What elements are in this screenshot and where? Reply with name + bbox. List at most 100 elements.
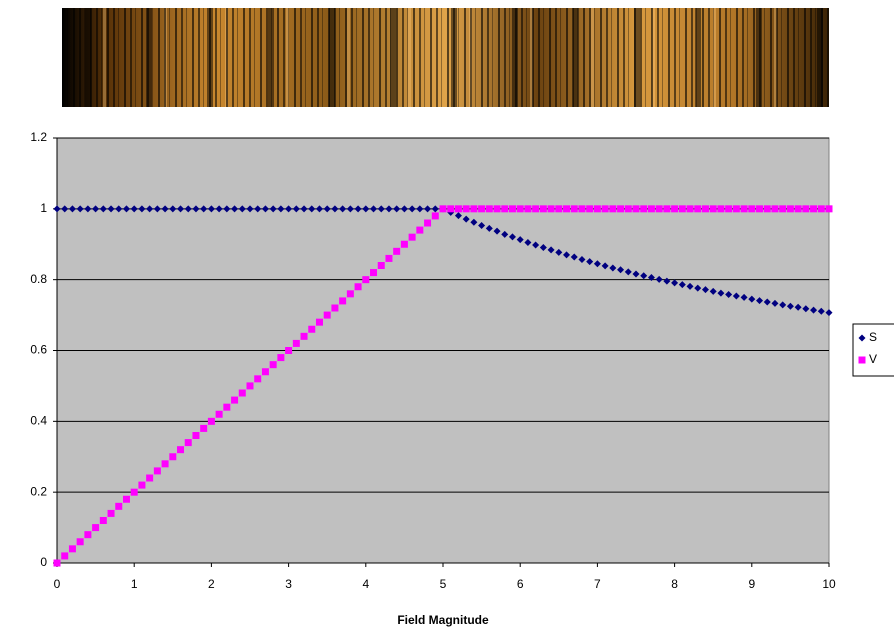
- point: [655, 275, 663, 283]
- y-tick-label: 0.4: [30, 414, 47, 428]
- point: [825, 205, 833, 213]
- point: [632, 205, 640, 213]
- point: [308, 205, 316, 213]
- point: [748, 205, 756, 213]
- y-tick-label: 0.8: [30, 272, 47, 286]
- point: [454, 205, 462, 213]
- point: [470, 205, 478, 213]
- point: [346, 205, 354, 213]
- point: [709, 287, 717, 295]
- y-tick-label: 1: [40, 201, 47, 215]
- point: [377, 262, 385, 269]
- point: [362, 205, 370, 213]
- point: [493, 205, 501, 213]
- point: [76, 205, 84, 213]
- point: [231, 396, 239, 404]
- point: [779, 301, 787, 309]
- point: [169, 453, 177, 461]
- point: [161, 460, 169, 468]
- point: [115, 502, 123, 510]
- point: [362, 276, 370, 284]
- point: [323, 205, 331, 213]
- point: [200, 424, 208, 432]
- point: [462, 205, 470, 213]
- point: [285, 347, 293, 354]
- point: [617, 266, 625, 274]
- point: [277, 205, 285, 213]
- point: [393, 205, 401, 213]
- point: [563, 251, 571, 259]
- point: [671, 279, 679, 287]
- point: [192, 432, 200, 439]
- point: [246, 382, 254, 390]
- point: [516, 236, 524, 244]
- point: [609, 205, 617, 213]
- point: [393, 247, 401, 255]
- point: [315, 318, 323, 326]
- point: [400, 205, 408, 213]
- point: [400, 240, 408, 248]
- point: [640, 205, 648, 213]
- point: [617, 205, 625, 213]
- x-tick-label: 3: [285, 577, 292, 591]
- point: [810, 306, 818, 314]
- point: [756, 297, 764, 305]
- point: [663, 277, 671, 285]
- point: [385, 205, 393, 213]
- point: [725, 205, 733, 213]
- point: [725, 291, 733, 299]
- point: [146, 474, 154, 482]
- point: [570, 205, 578, 213]
- point: [578, 205, 586, 213]
- legend-marker: [858, 356, 866, 364]
- point: [454, 212, 462, 220]
- point: [68, 205, 76, 213]
- point: [61, 205, 69, 213]
- point: [647, 205, 655, 213]
- point: [601, 205, 609, 213]
- legend-label: V: [869, 352, 877, 366]
- point: [331, 304, 339, 312]
- x-tick-label: 7: [594, 577, 601, 591]
- point: [593, 260, 601, 268]
- point: [61, 552, 69, 560]
- x-tick-label: 8: [671, 577, 678, 591]
- point: [92, 205, 100, 213]
- point: [624, 205, 632, 213]
- point: [763, 298, 771, 306]
- point: [107, 509, 115, 517]
- point: [431, 205, 439, 213]
- y-tick-label: 1.2: [30, 130, 47, 144]
- point: [254, 205, 262, 213]
- point: [485, 205, 493, 213]
- point: [825, 309, 833, 317]
- point: [53, 205, 61, 213]
- point: [84, 531, 92, 539]
- point: [462, 215, 470, 223]
- point: [99, 205, 107, 213]
- point: [308, 325, 316, 333]
- point: [686, 282, 694, 290]
- point: [563, 205, 571, 213]
- point: [300, 332, 308, 340]
- point: [763, 205, 771, 213]
- point: [671, 205, 679, 213]
- x-tick-label: 10: [822, 577, 836, 591]
- point: [547, 246, 555, 254]
- point: [269, 361, 277, 369]
- point: [524, 205, 532, 213]
- point: [508, 205, 516, 213]
- x-tick-label: 5: [440, 577, 447, 591]
- point: [424, 219, 432, 227]
- point: [130, 488, 138, 496]
- point: [261, 368, 269, 376]
- point: [207, 205, 215, 213]
- point: [447, 205, 455, 213]
- point: [794, 205, 802, 213]
- point: [138, 205, 146, 213]
- point: [215, 205, 223, 213]
- point: [424, 205, 432, 213]
- point: [624, 268, 632, 276]
- point: [323, 311, 331, 319]
